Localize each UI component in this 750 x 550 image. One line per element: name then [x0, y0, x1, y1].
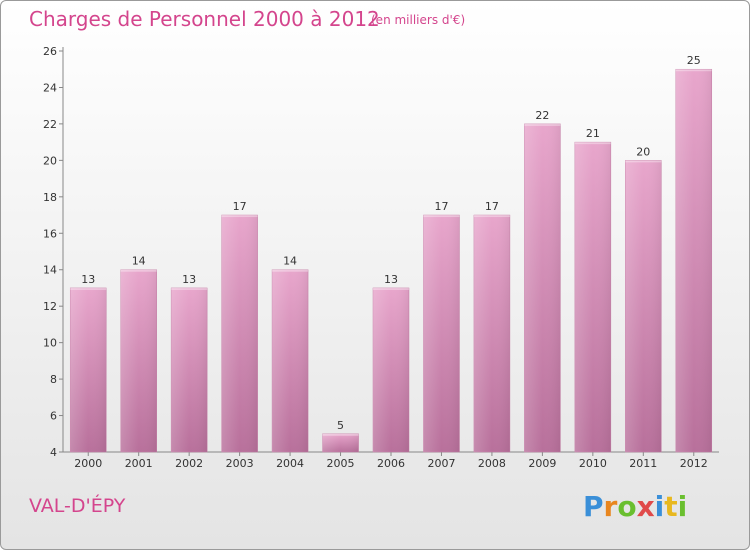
bar-shine-2007	[423, 215, 460, 452]
data-label-2011: 20	[636, 145, 650, 158]
bar-shine-2008	[473, 215, 510, 452]
bar-top-2010	[574, 142, 611, 145]
x-tick-label-2012: 2012	[680, 457, 708, 470]
x-tick-label-2008: 2008	[478, 457, 506, 470]
bar-top-2004	[272, 269, 309, 272]
data-label-2000: 13	[81, 273, 95, 286]
x-tick-label-2010: 2010	[579, 457, 607, 470]
y-tick-label: 6	[50, 410, 57, 423]
y-tick-label: 24	[43, 81, 57, 94]
bar-shine-2001	[120, 269, 157, 452]
data-label-2010: 21	[586, 127, 600, 140]
x-tick-label-2000: 2000	[74, 457, 102, 470]
logo-letter: r	[603, 490, 618, 523]
bar-shine-2000	[70, 287, 107, 452]
bar-shine-2006	[373, 287, 409, 452]
data-label-2008: 17	[485, 200, 499, 213]
y-tick-label: 26	[43, 45, 57, 58]
bar-top-2000	[70, 287, 107, 290]
y-tick-label: 14	[43, 264, 57, 277]
data-label-2005: 5	[337, 419, 344, 432]
data-label-2012: 25	[687, 54, 701, 67]
data-label-2006: 13	[384, 273, 398, 286]
data-label-2009: 22	[535, 109, 549, 122]
bar-top-2001	[120, 269, 157, 272]
bar-top-2003	[221, 215, 258, 218]
chart-title: Charges de Personnel 2000 à 2012	[29, 7, 380, 31]
x-tick-label-2006: 2006	[377, 457, 405, 470]
bar-shine-2002	[171, 287, 208, 452]
y-tick-label: 8	[50, 373, 57, 386]
chart-subtitle: (en milliers d'€)	[371, 13, 466, 27]
commune-name: VAL-D'ÉPY	[29, 495, 126, 517]
bar-shine-2003	[221, 215, 258, 452]
x-tick-label-2005: 2005	[327, 457, 355, 470]
data-label-2007: 17	[434, 200, 448, 213]
logo-letter: x	[636, 490, 655, 523]
bar-shine-2005	[322, 433, 359, 452]
bar-top-2009	[524, 123, 561, 126]
x-tick-label-2001: 2001	[125, 457, 153, 470]
logo-letter: P	[583, 490, 604, 523]
x-tick-label-2007: 2007	[427, 457, 455, 470]
logo-letter: i	[654, 490, 665, 523]
proxiti-logo[interactable]: Proxiti	[583, 490, 687, 523]
y-tick-label: 16	[43, 227, 57, 240]
data-label-2004: 14	[283, 255, 297, 268]
x-tick-label-2004: 2004	[276, 457, 304, 470]
bar-shine-2004	[272, 269, 309, 452]
bar-top-2012	[675, 69, 712, 72]
data-label-2002: 13	[182, 273, 196, 286]
bar-top-2006	[373, 287, 409, 290]
bar-shine-2012	[675, 69, 712, 453]
y-tick-label: 22	[43, 118, 57, 131]
y-tick-label: 12	[43, 300, 57, 313]
logo-letter: t	[664, 490, 678, 523]
bar-top-2011	[625, 160, 662, 163]
bar-top-2008	[473, 215, 510, 218]
y-tick-label: 4	[50, 446, 57, 459]
logo-letter: i	[677, 490, 688, 523]
data-label-2001: 14	[132, 255, 146, 268]
x-tick-label-2003: 2003	[226, 457, 254, 470]
bar-top-2002	[171, 287, 208, 290]
y-tick-label: 10	[43, 337, 57, 350]
bar-top-2007	[423, 215, 460, 218]
x-tick-label-2009: 2009	[528, 457, 556, 470]
y-tick-label: 20	[43, 154, 57, 167]
bar-shine-2010	[574, 142, 611, 453]
logo-letter: o	[617, 490, 637, 523]
bar-shine-2009	[524, 123, 561, 452]
x-tick-label-2002: 2002	[175, 457, 203, 470]
x-tick-label-2011: 2011	[629, 457, 657, 470]
data-label-2003: 17	[233, 200, 247, 213]
y-tick-label: 18	[43, 191, 57, 204]
bar-shine-2011	[625, 160, 662, 452]
bar-top-2005	[322, 433, 359, 436]
